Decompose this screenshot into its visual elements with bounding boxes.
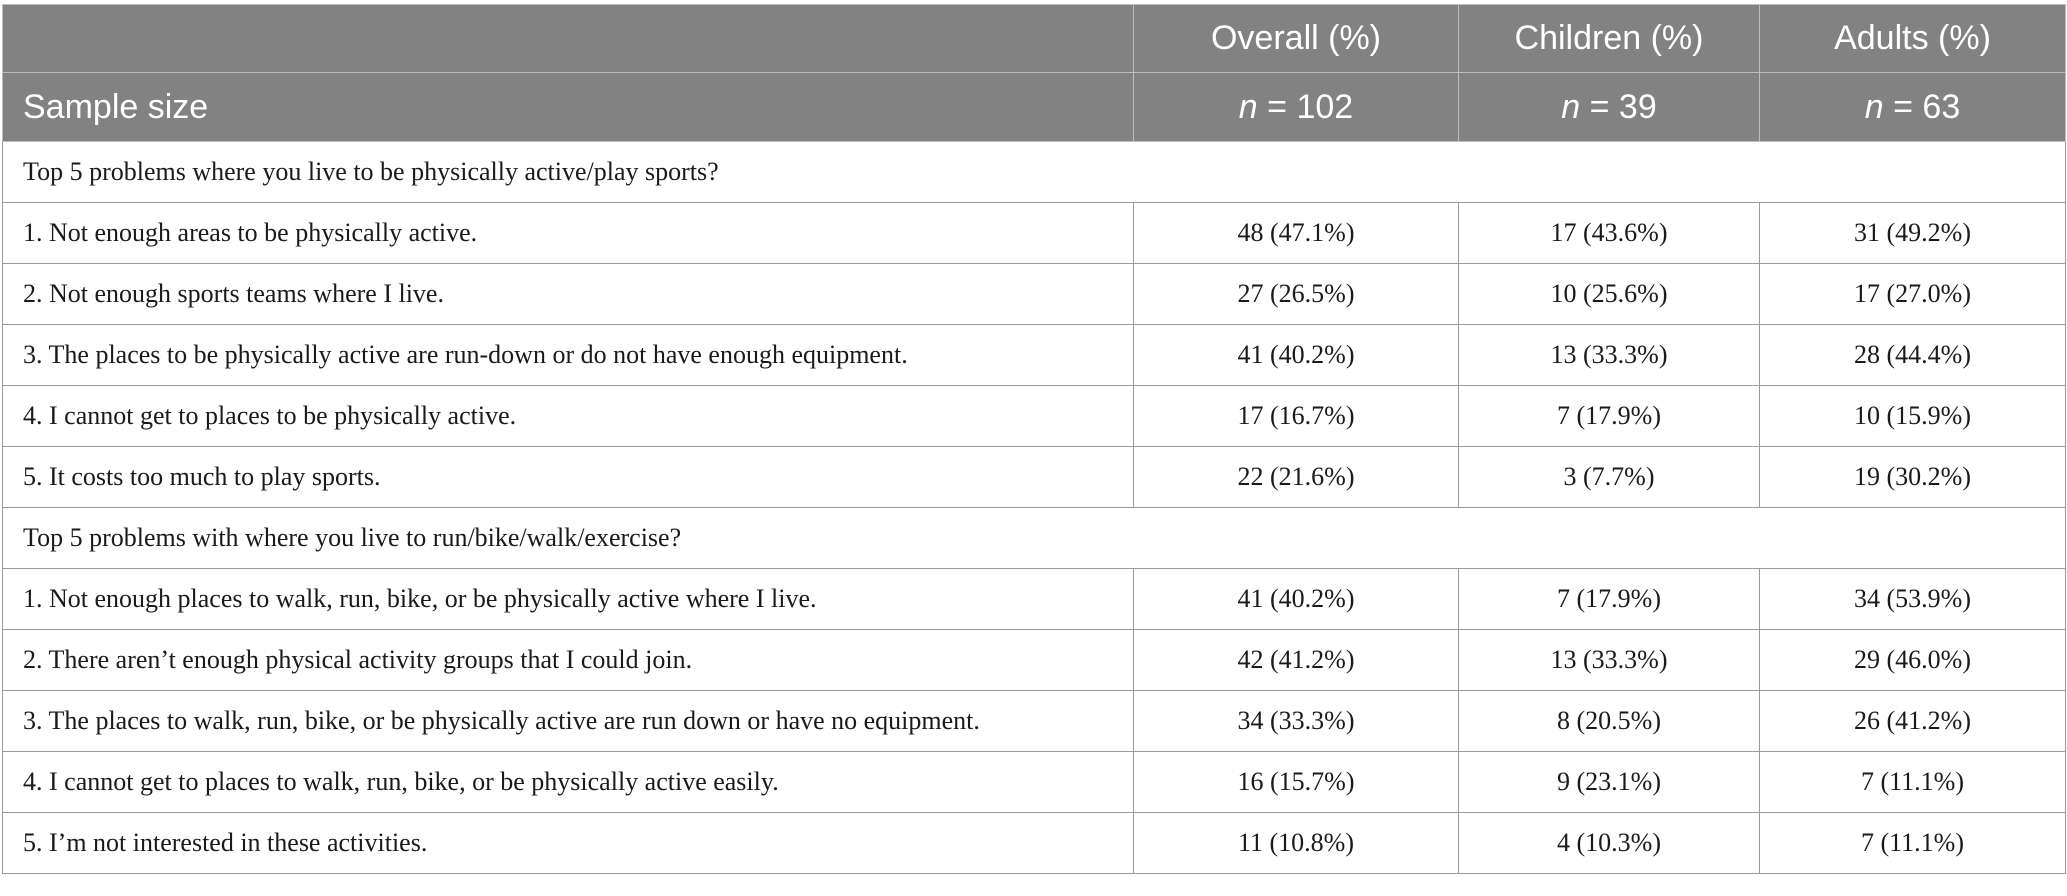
n-symbol: n [1864, 87, 1884, 126]
sample-size-label: Sample size [2, 72, 1134, 142]
cell-children: 7 (17.9%) [1458, 568, 1760, 630]
cell-overall: 41 (40.2%) [1133, 568, 1459, 630]
n-value: 39 [1618, 87, 1657, 126]
table-row: 5. I’m not interested in these activitie… [2, 812, 2066, 874]
cell-children: 17 (43.6%) [1458, 202, 1760, 264]
header-adults: Adults (%) [1759, 4, 2066, 73]
cell-overall: 42 (41.2%) [1133, 629, 1459, 691]
row-label: 1. Not enough areas to be physically act… [2, 202, 1134, 264]
cell-overall: 11 (10.8%) [1133, 812, 1459, 874]
n-symbol: n [1561, 87, 1581, 126]
row-label: 2. There aren’t enough physical activity… [2, 629, 1134, 691]
row-label: 3. The places to walk, run, bike, or be … [2, 690, 1134, 752]
row-label: 4. I cannot get to places to walk, run, … [2, 751, 1134, 813]
cell-overall: 16 (15.7%) [1133, 751, 1459, 813]
header-overall: Overall (%) [1133, 4, 1459, 73]
cell-adults: 17 (27.0%) [1759, 263, 2066, 325]
cell-overall: 17 (16.7%) [1133, 385, 1459, 447]
table-row: 1. Not enough places to walk, run, bike,… [2, 568, 2066, 630]
cell-adults: 19 (30.2%) [1759, 446, 2066, 508]
table-row: 1. Not enough areas to be physically act… [2, 202, 2066, 264]
cell-children: 4 (10.3%) [1458, 812, 1760, 874]
row-label: 4. I cannot get to places to be physical… [2, 385, 1134, 447]
cell-children: 7 (17.9%) [1458, 385, 1760, 447]
n-value: 102 [1296, 87, 1354, 126]
cell-adults: 29 (46.0%) [1759, 629, 2066, 691]
cell-adults: 7 (11.1%) [1759, 751, 2066, 813]
cell-children: 9 (23.1%) [1458, 751, 1760, 813]
cell-children: 3 (7.7%) [1458, 446, 1760, 508]
table-row: 3. The places to walk, run, bike, or be … [2, 690, 2066, 752]
sample-size-children: n = 39 [1458, 72, 1760, 142]
header-row-sample-size: Sample size n = 102 n = 39 n = 63 [2, 72, 2066, 142]
table-row: 4. I cannot get to places to be physical… [2, 385, 2066, 447]
row-label: 3. The places to be physically active ar… [2, 324, 1134, 386]
cell-overall: 34 (33.3%) [1133, 690, 1459, 752]
section-heading-row: Top 5 problems where you live to be phys… [2, 141, 2066, 203]
table-body: Top 5 problems where you live to be phys… [2, 141, 2066, 874]
table-row: 2. Not enough sports teams where I live.… [2, 263, 2066, 325]
cell-overall: 41 (40.2%) [1133, 324, 1459, 386]
cell-overall: 22 (21.6%) [1133, 446, 1459, 508]
row-label: 5. It costs too much to play sports. [2, 446, 1134, 508]
table-row: 4. I cannot get to places to walk, run, … [2, 751, 2066, 813]
header-children: Children (%) [1458, 4, 1760, 73]
cell-adults: 10 (15.9%) [1759, 385, 2066, 447]
sample-size-adults: n = 63 [1759, 72, 2066, 142]
section-heading-row: Top 5 problems with where you live to ru… [2, 507, 2066, 569]
cell-children: 13 (33.3%) [1458, 629, 1760, 691]
cell-overall: 27 (26.5%) [1133, 263, 1459, 325]
cell-adults: 31 (49.2%) [1759, 202, 2066, 264]
row-label: 1. Not enough places to walk, run, bike,… [2, 568, 1134, 630]
row-label: 2. Not enough sports teams where I live. [2, 263, 1134, 325]
cell-adults: 26 (41.2%) [1759, 690, 2066, 752]
header-row-groups: Overall (%) Children (%) Adults (%) [2, 4, 2066, 73]
equals-sign: = [1257, 87, 1297, 126]
row-label: 5. I’m not interested in these activitie… [2, 812, 1134, 874]
section-heading: Top 5 problems with where you live to ru… [2, 507, 2066, 569]
section-heading: Top 5 problems where you live to be phys… [2, 141, 2066, 203]
table-row: 3. The places to be physically active ar… [2, 324, 2066, 386]
sample-size-overall: n = 102 [1133, 72, 1459, 142]
equals-sign: = [1580, 87, 1619, 126]
table-container: Overall (%) Children (%) Adults (%) Samp… [2, 4, 2066, 874]
cell-adults: 28 (44.4%) [1759, 324, 2066, 386]
results-table: Overall (%) Children (%) Adults (%) Samp… [2, 4, 2066, 874]
cell-overall: 48 (47.1%) [1133, 202, 1459, 264]
cell-children: 8 (20.5%) [1458, 690, 1760, 752]
cell-children: 10 (25.6%) [1458, 263, 1760, 325]
table-header: Overall (%) Children (%) Adults (%) Samp… [2, 4, 2066, 142]
cell-children: 13 (33.3%) [1458, 324, 1760, 386]
cell-adults: 34 (53.9%) [1759, 568, 2066, 630]
table-row: 2. There aren’t enough physical activity… [2, 629, 2066, 691]
table-row: 5. It costs too much to play sports. 22 … [2, 446, 2066, 508]
n-symbol: n [1238, 87, 1258, 126]
equals-sign: = [1883, 87, 1923, 126]
cell-adults: 7 (11.1%) [1759, 812, 2066, 874]
header-blank [2, 4, 1134, 73]
n-value: 63 [1922, 87, 1961, 126]
